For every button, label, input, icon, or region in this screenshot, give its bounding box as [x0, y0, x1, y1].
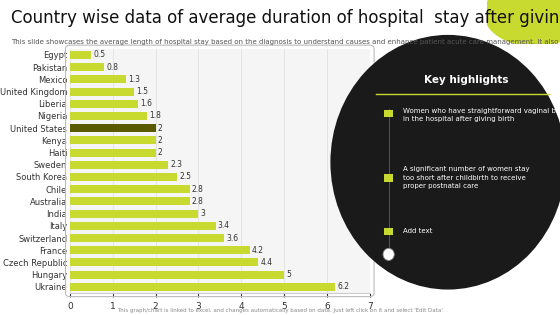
Text: 1.3: 1.3 — [128, 75, 140, 84]
Text: Key highlights: Key highlights — [424, 75, 508, 85]
Text: 1.8: 1.8 — [149, 112, 161, 120]
Bar — [70, 75, 125, 83]
Bar — [70, 136, 156, 144]
Bar — [70, 173, 177, 181]
Bar — [70, 63, 104, 71]
Bar — [384, 228, 393, 235]
Bar — [384, 110, 393, 117]
Bar — [70, 112, 147, 120]
Text: 1.6: 1.6 — [141, 99, 153, 108]
Bar — [384, 175, 393, 182]
Text: 3.4: 3.4 — [218, 221, 230, 230]
Text: 2: 2 — [158, 136, 162, 145]
Circle shape — [483, 0, 560, 47]
Bar — [70, 271, 284, 278]
Bar — [70, 124, 156, 132]
Text: 2.5: 2.5 — [179, 173, 191, 181]
Text: 3: 3 — [200, 209, 206, 218]
Bar — [70, 210, 198, 218]
Bar — [70, 198, 190, 205]
Text: 2.3: 2.3 — [171, 160, 183, 169]
Text: 2.8: 2.8 — [192, 185, 204, 194]
Text: This graph/chart is linked to excel, and changes automatically based on data. Ju: This graph/chart is linked to excel, and… — [117, 308, 443, 313]
Bar — [70, 222, 216, 230]
Text: 2: 2 — [158, 148, 162, 157]
Bar — [70, 51, 91, 59]
Text: This slide showcases the average length of hospital stay based on the diagnosis : This slide showcases the average length … — [11, 39, 560, 45]
Bar — [70, 88, 134, 95]
Bar — [70, 100, 138, 108]
Text: 3.6: 3.6 — [226, 233, 239, 243]
Text: 2.8: 2.8 — [192, 197, 204, 206]
Text: Women who have straightforward vaginal births spend at least 24 hours
in the hos: Women who have straightforward vaginal b… — [403, 108, 560, 122]
Ellipse shape — [330, 35, 560, 289]
Bar — [70, 283, 335, 291]
Text: 4.4: 4.4 — [260, 258, 273, 267]
Text: 2: 2 — [158, 124, 162, 133]
Text: 6.2: 6.2 — [338, 282, 349, 291]
Bar — [70, 161, 169, 169]
Text: 1.5: 1.5 — [136, 87, 148, 96]
Text: Country wise data of average duration of hospital  stay after giving birth: Country wise data of average duration of… — [11, 9, 560, 27]
Bar — [70, 259, 258, 266]
Bar — [70, 234, 224, 242]
Bar — [70, 149, 156, 157]
Text: 0.8: 0.8 — [106, 63, 118, 72]
Text: 5: 5 — [286, 270, 291, 279]
Circle shape — [383, 248, 394, 261]
Text: 4.2: 4.2 — [252, 246, 264, 255]
Bar — [70, 246, 250, 254]
Bar — [70, 185, 190, 193]
Text: 0.5: 0.5 — [94, 50, 106, 60]
Text: Add text: Add text — [403, 228, 432, 234]
Text: A significant number of women stay
too short after childbirth to receive
proper : A significant number of women stay too s… — [403, 167, 530, 190]
